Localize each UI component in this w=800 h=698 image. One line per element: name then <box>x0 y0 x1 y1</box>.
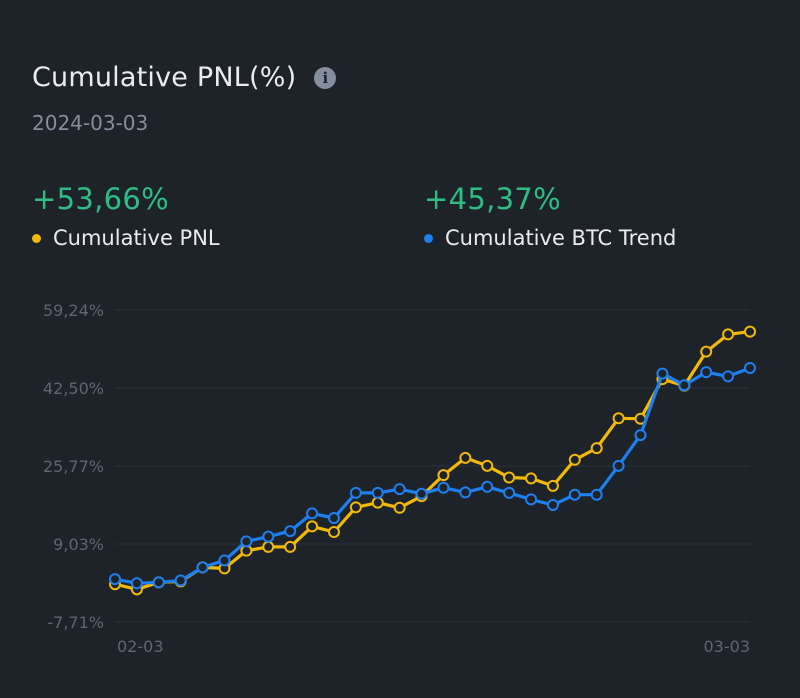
data-point-pnl[interactable] <box>437 469 450 482</box>
data-point-pnl[interactable] <box>327 526 340 539</box>
y-tick-label: 59,24% <box>43 301 104 320</box>
data-point-btc[interactable] <box>130 577 143 590</box>
data-point-btc[interactable] <box>262 530 275 543</box>
data-point-btc[interactable] <box>634 429 647 442</box>
data-point-btc[interactable] <box>744 361 756 374</box>
y-tick-label: 25,77% <box>43 457 104 476</box>
title-row: Cumulative PNL(%) i <box>32 62 337 93</box>
data-point-btc[interactable] <box>349 486 362 499</box>
data-point-pnl[interactable] <box>503 471 516 484</box>
data-point-pnl[interactable] <box>481 459 494 472</box>
data-point-btc[interactable] <box>722 370 735 383</box>
data-point-btc[interactable] <box>700 366 713 379</box>
stat-cumulative-btc-trend: +45,37% Cumulative BTC Trend <box>424 182 676 250</box>
info-icon[interactable]: i <box>314 66 337 89</box>
data-point-btc[interactable] <box>109 573 121 586</box>
data-point-btc[interactable] <box>612 459 625 472</box>
data-point-btc[interactable] <box>371 486 384 499</box>
legend-label: Cumulative PNL <box>53 226 220 250</box>
legend-item-pnl[interactable]: Cumulative PNL <box>32 226 220 250</box>
series <box>109 325 756 596</box>
series-pnl <box>109 325 756 596</box>
data-point-btc[interactable] <box>284 525 297 538</box>
series-line-pnl <box>114 330 751 591</box>
stat-cumulative-pnl: +53,66% Cumulative PNL <box>32 182 220 250</box>
stat-value: +53,66% <box>32 182 169 216</box>
data-point-btc[interactable] <box>568 488 581 501</box>
data-point-btc[interactable] <box>525 493 538 506</box>
data-point-btc[interactable] <box>152 576 165 589</box>
data-point-btc[interactable] <box>218 554 231 567</box>
legend-dot-icon <box>32 233 41 243</box>
line-chart[interactable]: 59,24% 42,50% 25,77% 9,03% -7,71% 02-03 03-03 <box>0 290 800 670</box>
data-point-pnl[interactable] <box>525 472 538 485</box>
y-tick-label: -7,71% <box>47 613 104 632</box>
data-point-pnl[interactable] <box>306 520 319 533</box>
data-point-pnl[interactable] <box>546 479 559 492</box>
data-point-btc[interactable] <box>240 535 253 548</box>
data-point-pnl[interactable] <box>284 540 297 553</box>
data-point-pnl[interactable] <box>722 328 735 341</box>
y-tick-label: 9,03% <box>53 535 104 554</box>
data-point-btc[interactable] <box>546 498 559 511</box>
page-title: Cumulative PNL(%) <box>32 62 297 93</box>
series-btc <box>109 361 756 590</box>
data-point-btc[interactable] <box>196 561 209 574</box>
data-point-btc[interactable] <box>174 574 187 587</box>
data-point-pnl[interactable] <box>744 325 756 338</box>
data-point-btc[interactable] <box>393 483 406 496</box>
x-tick-label: 02-03 <box>117 637 164 656</box>
data-point-btc[interactable] <box>415 487 428 500</box>
y-tick-label: 42,50% <box>43 379 104 398</box>
series-line-btc <box>114 366 751 585</box>
x-tick-label: 03-03 <box>704 637 751 656</box>
stat-value: +45,37% <box>424 182 561 216</box>
grid-lines <box>115 309 750 623</box>
data-point-pnl[interactable] <box>700 345 713 358</box>
data-point-pnl[interactable] <box>568 453 581 466</box>
data-point-pnl[interactable] <box>262 540 275 553</box>
data-point-btc[interactable] <box>327 512 340 525</box>
data-point-btc[interactable] <box>306 507 319 520</box>
data-point-pnl[interactable] <box>371 496 384 509</box>
legend-label: Cumulative BTC Trend <box>445 226 677 250</box>
data-point-btc[interactable] <box>656 367 669 380</box>
data-point-pnl[interactable] <box>612 412 625 425</box>
legend-item-btc[interactable]: Cumulative BTC Trend <box>424 226 676 250</box>
data-point-btc[interactable] <box>678 379 691 392</box>
x-axis-ticks: 02-03 03-03 <box>117 637 750 656</box>
data-point-btc[interactable] <box>503 486 516 499</box>
data-point-pnl[interactable] <box>459 451 472 464</box>
y-axis-ticks: 59,24% 42,50% 25,77% 9,03% -7,71% <box>43 301 104 632</box>
data-point-btc[interactable] <box>590 488 603 501</box>
data-point-pnl[interactable] <box>349 501 362 514</box>
data-point-btc[interactable] <box>481 480 494 493</box>
data-point-btc[interactable] <box>437 481 450 494</box>
chart-date: 2024-03-03 <box>32 111 149 135</box>
data-point-pnl[interactable] <box>393 501 406 514</box>
data-point-pnl[interactable] <box>590 442 603 455</box>
legend-dot-icon <box>424 233 433 243</box>
data-point-btc[interactable] <box>459 486 472 499</box>
